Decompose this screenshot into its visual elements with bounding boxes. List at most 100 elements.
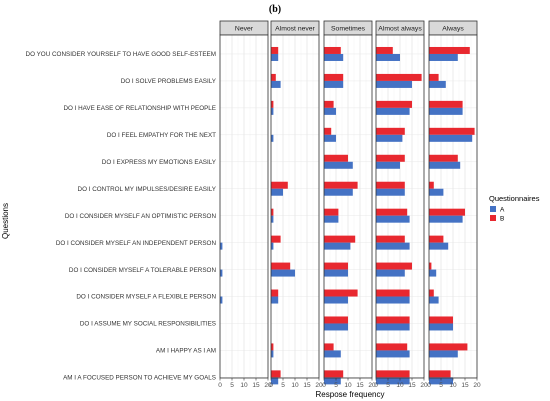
bar-a (324, 242, 351, 250)
question-label: DO I EXPRESS MY EMOTIONS EASILY (102, 159, 217, 166)
x-tick-label: 5 (230, 382, 234, 389)
bar-b (376, 289, 410, 297)
x-tick-label: 5 (281, 382, 285, 389)
bar-a (376, 269, 405, 277)
bar-a (376, 296, 410, 304)
bar-b (271, 46, 279, 54)
bar-a (429, 215, 463, 223)
x-tick-label: 10 (291, 382, 299, 389)
legend-swatch (490, 206, 496, 212)
bar-a (271, 134, 274, 142)
x-tick-label: 10 (240, 382, 248, 389)
bar-b (324, 289, 358, 297)
bar-a (429, 350, 458, 358)
bar-a (376, 53, 400, 61)
bar-a (324, 323, 348, 331)
bar-b (376, 262, 412, 270)
question-label: DO I HAVE EASE OF RELATIONSHIP WITH PEOP… (63, 105, 216, 112)
bar-b (429, 46, 470, 54)
x-tick-label: 15 (252, 382, 260, 389)
legend: Questionnaires AB (489, 194, 540, 223)
bar-b (429, 127, 475, 135)
x-tick-label: 20 (315, 382, 323, 389)
bar-a (324, 134, 336, 142)
bar-b (376, 370, 410, 378)
legend-title: Questionnaires (489, 194, 540, 203)
x-tick-label: 10 (344, 382, 352, 389)
bar-b (376, 343, 408, 351)
question-label: DO I CONSIDER MYSELF A FLEXIBLE PERSON (76, 294, 216, 301)
question-label: DO I CONSIDER MYSELF AN OPTIMISTIC PERSO… (65, 213, 217, 220)
bar-a (429, 323, 453, 331)
bar-b (271, 73, 276, 81)
bar-b (376, 316, 410, 324)
question-label: AM I HAPPY AS I AM (156, 348, 216, 355)
question-label: DO I CONSIDER MYSELF A TOLERABLE PERSON (69, 267, 217, 274)
question-label: DO I ASSUME MY SOCIAL RESPONSIBILITIES (80, 321, 216, 328)
bar-b (324, 316, 348, 324)
bar-b (429, 289, 434, 297)
x-tick-label: 15 (461, 382, 469, 389)
bar-a (271, 107, 274, 115)
bar-b (429, 262, 432, 270)
question-label: DO I SOLVE PROBLEMS EASILY (121, 78, 217, 85)
bar-b (324, 235, 356, 243)
x-tick-label: 0 (374, 382, 378, 389)
bar-a (376, 215, 410, 223)
bar-a (429, 242, 449, 250)
bar-b (324, 100, 334, 108)
bar-b (271, 100, 274, 108)
bar-a (271, 53, 279, 61)
x-tick-label: 5 (386, 382, 390, 389)
x-tick-label: 15 (408, 382, 416, 389)
x-tick-label: 0 (269, 382, 273, 389)
x-tick-label: 0 (322, 382, 326, 389)
bar-b (324, 46, 341, 54)
bar-a (376, 188, 405, 196)
bar-a (376, 350, 410, 358)
bar-b (376, 235, 405, 243)
bar-a (220, 242, 223, 250)
bar-a (429, 53, 458, 61)
bar-b (429, 235, 444, 243)
x-axis-title: Respose frequency (316, 390, 385, 399)
facet-panel: Almost always 0 5 10 15 20 (374, 20, 428, 389)
x-tick-label: 5 (439, 382, 443, 389)
bar-a (324, 161, 353, 169)
x-tick-label: 10 (449, 382, 457, 389)
facet-label: Almost never (275, 26, 315, 33)
bar-b (429, 316, 453, 324)
bar-a (324, 350, 341, 358)
bar-a (271, 377, 279, 385)
bar-a (376, 107, 410, 115)
bar-b (324, 181, 358, 189)
bar-a (271, 242, 274, 250)
facet-panel: Sometimes 0 5 10 15 20 (322, 20, 376, 389)
bar-b (376, 127, 405, 135)
bar-b (324, 154, 348, 162)
bar-b (324, 343, 334, 351)
facet-label: Always (442, 26, 464, 33)
facet-label: Sometimes (331, 26, 366, 33)
bar-a (429, 188, 444, 196)
bar-a (324, 107, 336, 115)
bar-a (376, 80, 412, 88)
bar-a (324, 80, 344, 88)
bar-b (324, 208, 339, 216)
x-tick-label: 15 (356, 382, 364, 389)
bar-b (429, 181, 434, 189)
question-label: AM I A FOCUSED PERSON TO ACHIEVE MY GOAL… (63, 375, 216, 382)
y-axis-title: Questions (1, 203, 10, 239)
x-tick-label: 20 (368, 382, 376, 389)
x-tick-label: 0 (427, 382, 431, 389)
bar-a (429, 377, 453, 385)
bar-a (429, 134, 473, 142)
bar-a (429, 161, 461, 169)
x-tick-label: 20 (264, 382, 272, 389)
figure-label: (b) (269, 4, 281, 15)
bar-b (429, 100, 463, 108)
question-label: DO I FEEL EMPATHY FOR THE NEXT (107, 132, 216, 139)
bar-b (376, 46, 393, 54)
bar-a (324, 53, 344, 61)
